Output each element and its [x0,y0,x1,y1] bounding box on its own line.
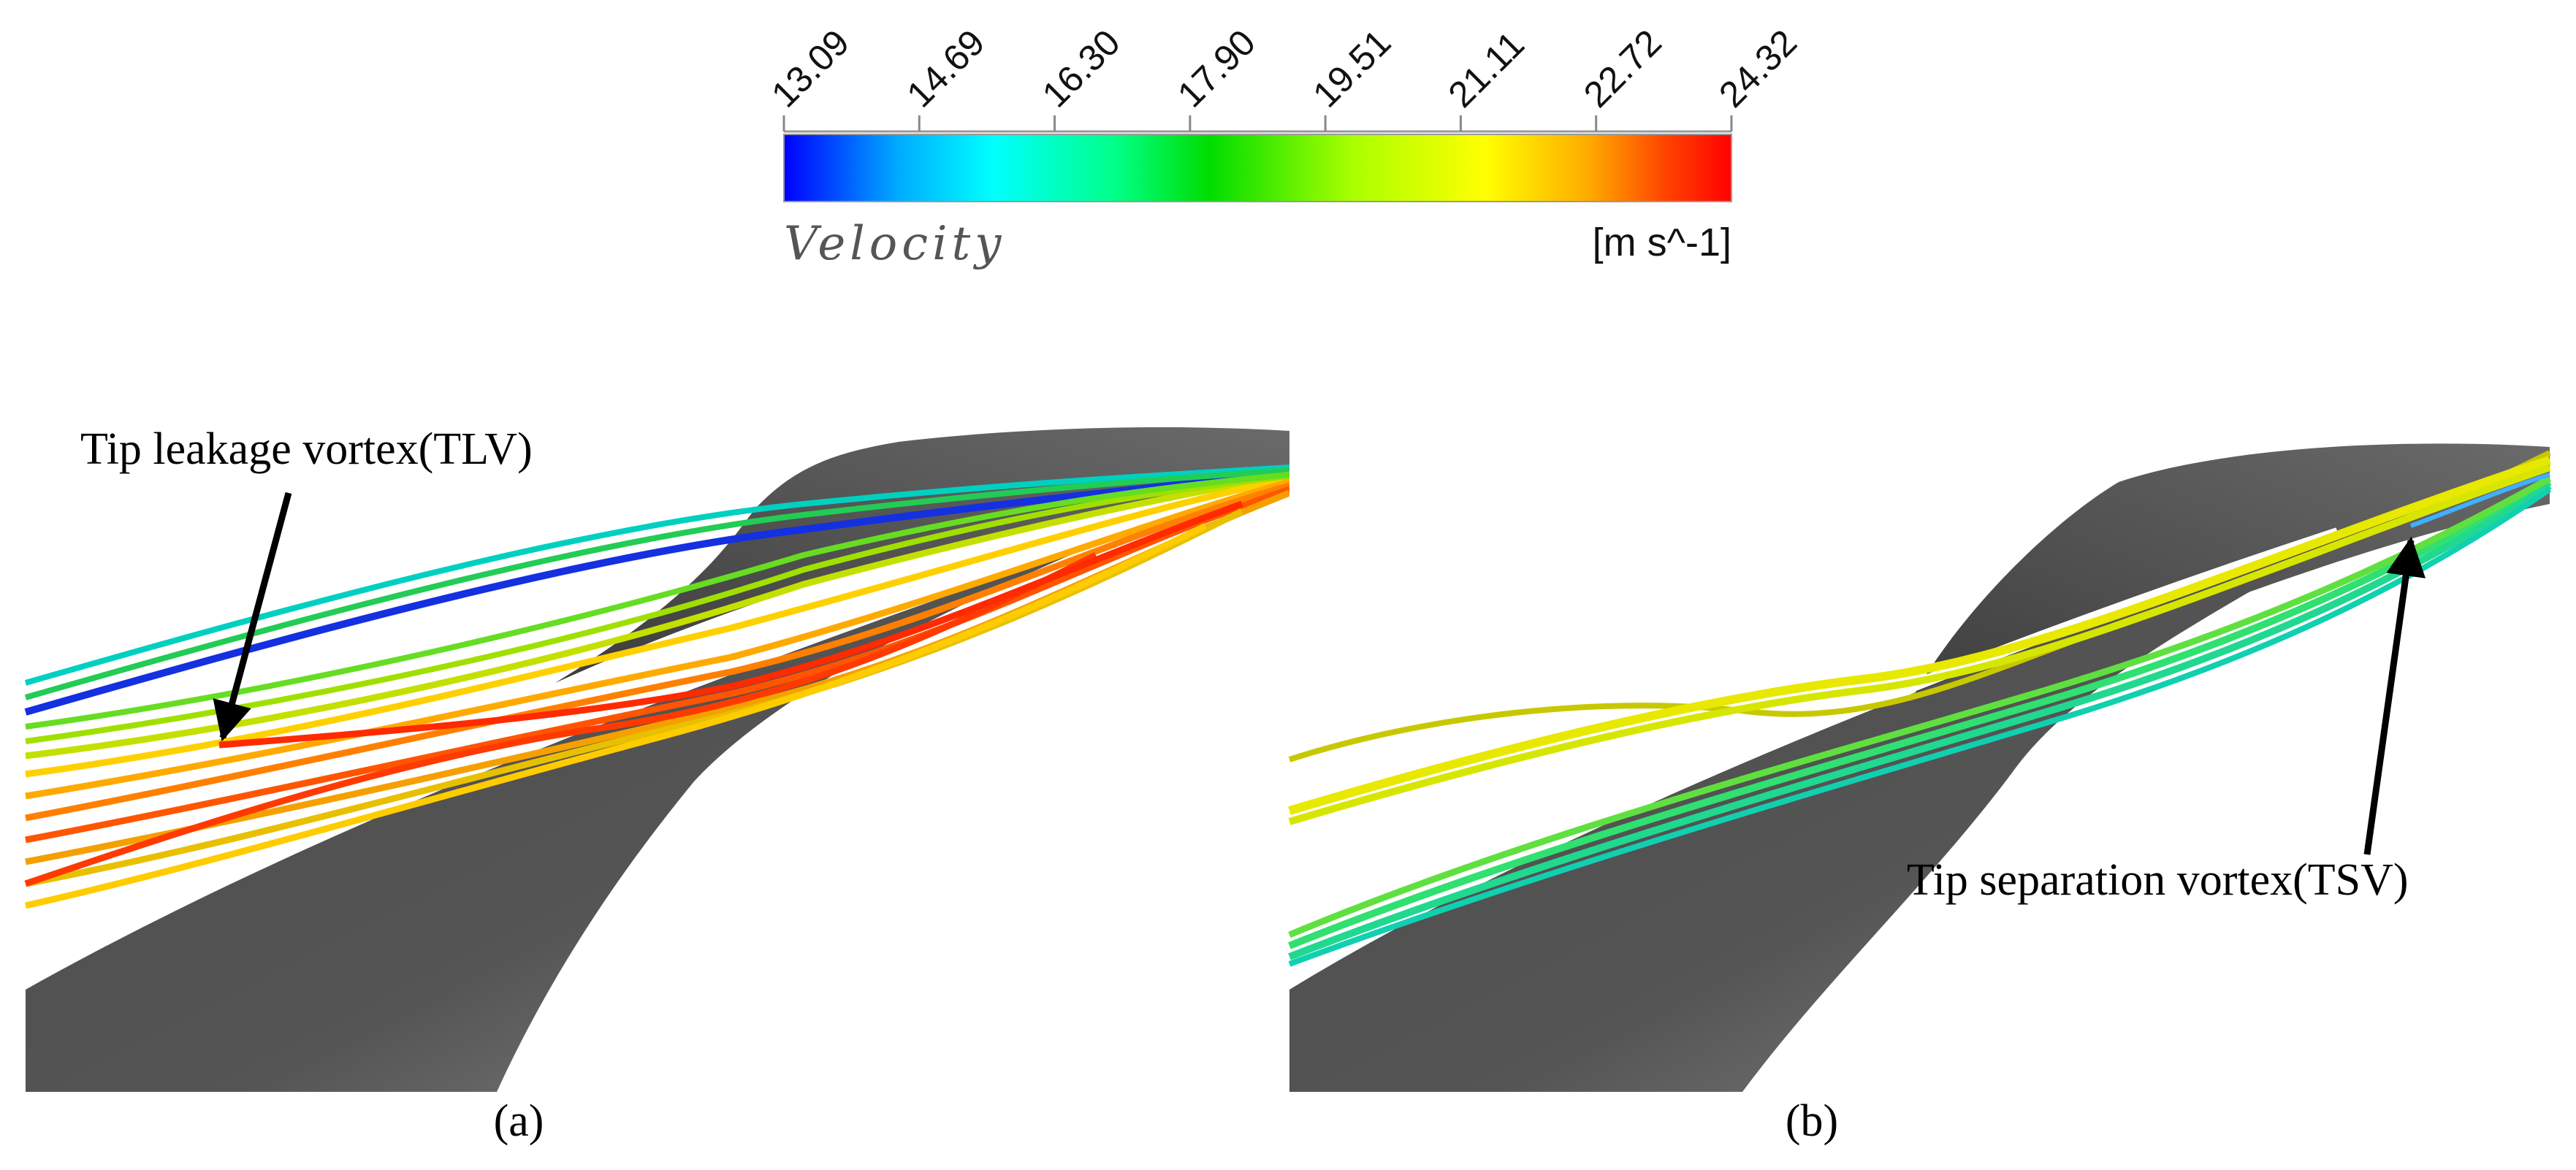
colorbar-tick-label: 16.30 [1034,22,1128,115]
colorbar-tick-label: 21.11 [1441,23,1532,115]
colorbar-ticks: 13.09 14.69 16.30 17.90 19.51 21.11 22.72 24.32 [763,22,1805,131]
colorbar-unit: [m s^-1] [1593,221,1731,264]
tsv-annotation: Tip separation vortex(TSV) [1907,855,2409,905]
colorbar-tick-label: 14.69 [899,22,992,115]
streamlines-a [24,464,1291,909]
colorbar-tick-label: 24.32 [1711,22,1805,115]
blade-lower-a [26,544,1096,1092]
panel-b: Tip separation vortex(TSV) (b) [1286,409,2553,1146]
colorbar-tick-label: 22.72 [1576,22,1669,115]
tlv-annotation: Tip leakage vortex(TLV) [80,424,533,474]
tlv-arrow [213,492,292,742]
colorbar-tick-label: 19.51 [1305,22,1398,115]
colorbar-title: Velocity [784,217,1005,271]
panel-a: Tip leakage vortex(TLV) (a) [22,409,1291,1146]
colorbar-legend: 13.09 14.69 16.30 17.90 19.51 21.11 22.72 24.32… [763,22,1805,271]
colorbar-tick-label: 13.09 [763,22,857,115]
panel-b-label: (b) [1786,1096,1838,1146]
tsv-arrow [2363,536,2426,855]
colorbar [783,134,1732,202]
panel-a-label: (a) [494,1096,544,1146]
colorbar-tick-label: 17.90 [1170,22,1263,115]
